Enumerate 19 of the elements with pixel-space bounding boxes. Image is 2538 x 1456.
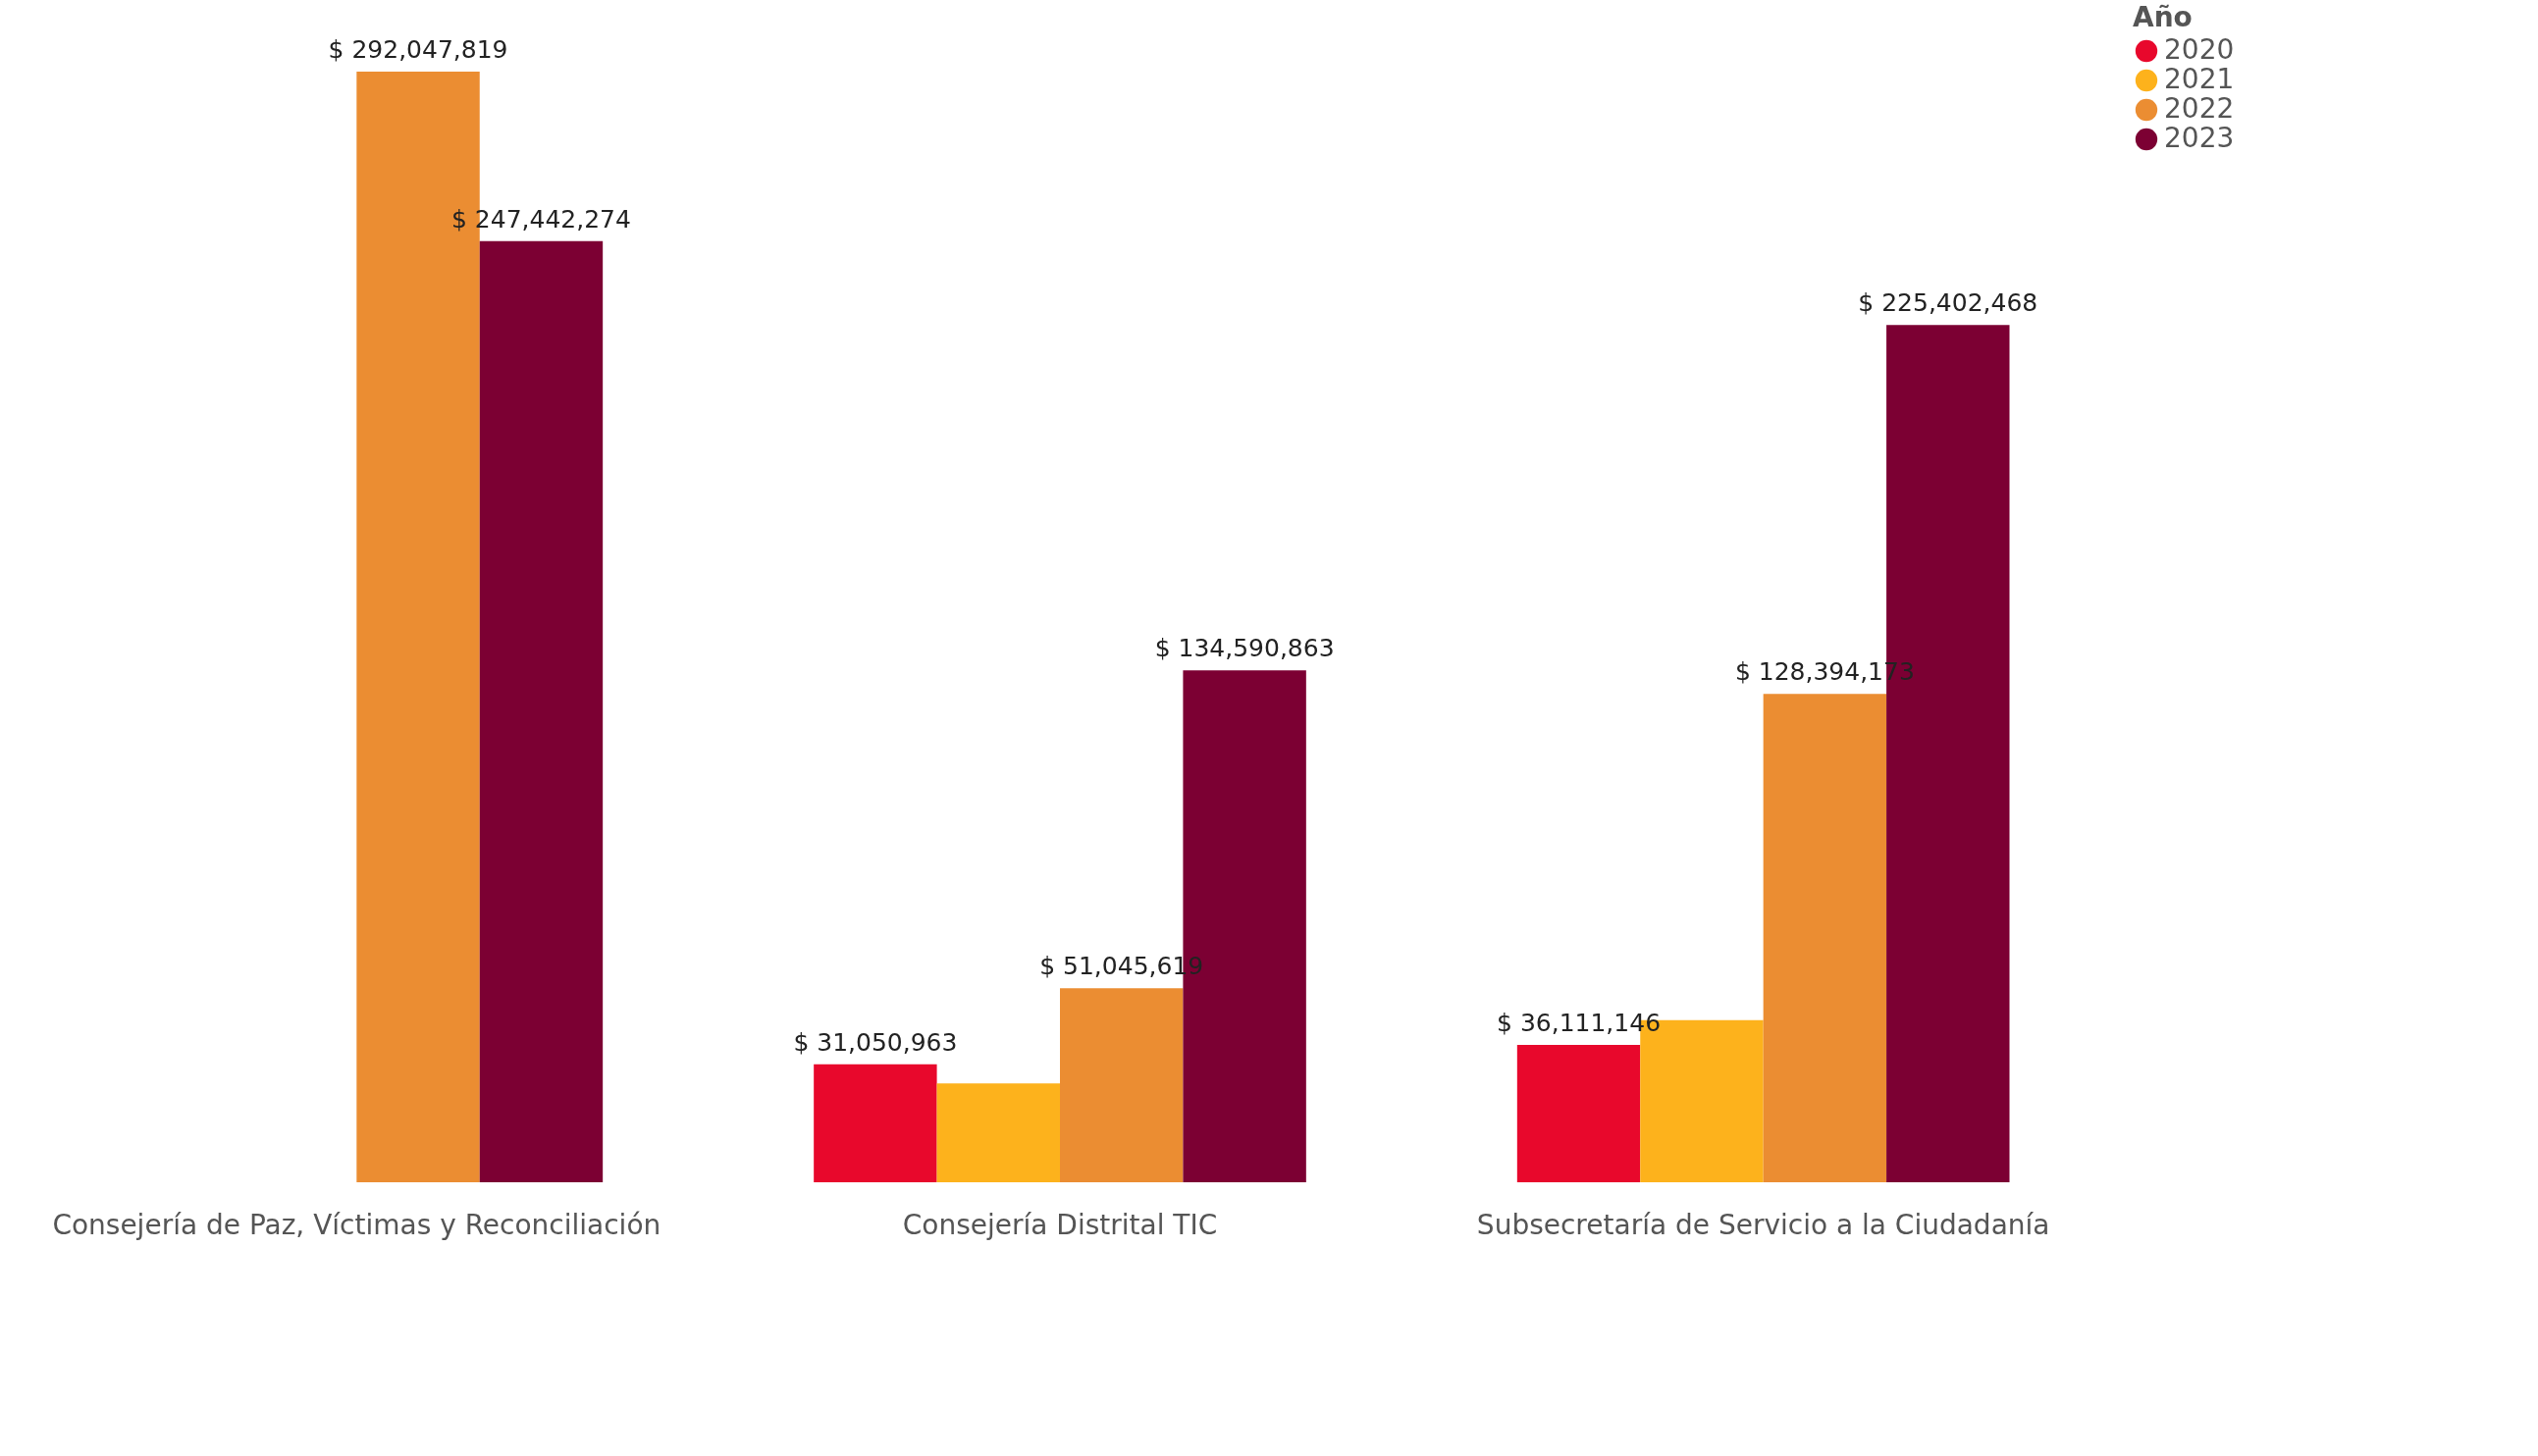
- x-tick-label: Subsecretaría de Servicio a la Ciudadanía: [1476, 1208, 2050, 1241]
- legend-label: 2021: [2164, 63, 2235, 95]
- legend-label: 2020: [2164, 33, 2235, 66]
- data-label: $ 36,111,146: [1497, 1009, 1662, 1038]
- bar: [936, 1083, 1060, 1182]
- x-tick-label: Consejería de Paz, Víctimas y Reconciliación: [52, 1208, 661, 1241]
- bar: [479, 240, 604, 1182]
- x-tick-label: Consejería Distrital TIC: [902, 1208, 1218, 1241]
- data-label: $ 292,047,819: [328, 34, 508, 64]
- bar: [1516, 1045, 1641, 1182]
- legend-label: 2023: [2164, 122, 2235, 154]
- bar: [814, 1064, 937, 1182]
- legend-title: Año: [2133, 1, 2193, 33]
- data-label: $ 225,402,468: [1858, 288, 2038, 318]
- bar: [1763, 694, 1887, 1182]
- legend-label: 2022: [2164, 92, 2235, 125]
- bar: [1060, 988, 1184, 1182]
- data-label: $ 134,590,863: [1154, 634, 1335, 663]
- data-label: $ 31,050,963: [793, 1027, 958, 1057]
